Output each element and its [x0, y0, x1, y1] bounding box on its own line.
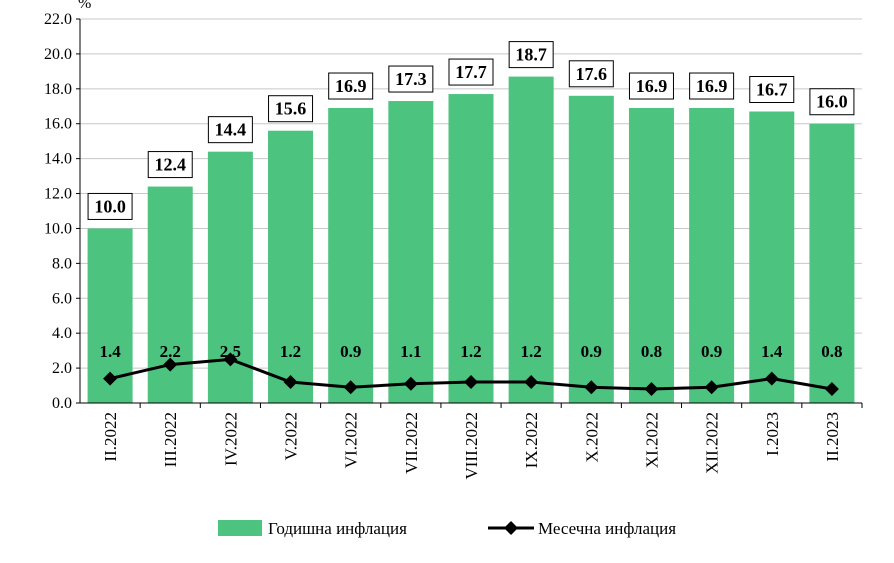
- legend-diamond-marker: [504, 521, 518, 535]
- x-category-label: IV.2022: [221, 412, 240, 466]
- x-category-label: XI.2022: [642, 412, 661, 468]
- monthly-diamond-marker: [163, 357, 178, 372]
- bar-value-label: 17.7: [455, 62, 487, 82]
- y-tick-label: 2.0: [52, 360, 72, 377]
- monthly-value-label: 1.2: [280, 342, 301, 361]
- axes: 0.0 2.0 4.0 6.0 8.0 10.0 12.0 14.0 16.0 18.0 20.0 2…: [44, 11, 863, 480]
- monthly-value-label: 0.9: [701, 342, 722, 361]
- monthly-diamond-marker: [524, 375, 539, 390]
- x-category-label: II.2023: [823, 412, 842, 462]
- bar: [628, 108, 674, 403]
- monthly-line: [103, 352, 839, 397]
- bar-value-label: 17.6: [576, 64, 608, 84]
- bar-value-label: 18.7: [515, 45, 547, 65]
- monthly-value-label: 2.2: [160, 342, 181, 361]
- bar-label-box: [448, 58, 494, 86]
- bar-label-box: [628, 72, 674, 100]
- y-tick-label: 10.0: [44, 220, 72, 237]
- bar: [689, 108, 735, 403]
- bar-label-box: [508, 41, 554, 69]
- y-axis-unit-label: %: [78, 0, 91, 12]
- y-tick-label: 22.0: [44, 11, 72, 28]
- x-category-label: X.2022: [582, 412, 601, 463]
- legend-line-label: Месечна инфлация: [538, 519, 676, 538]
- monthly-diamond-marker: [824, 382, 839, 397]
- monthly-value-label: 1.4: [99, 342, 121, 361]
- bar: [448, 94, 494, 404]
- bar: [508, 76, 554, 403]
- monthly-value-label: 0.9: [581, 342, 602, 361]
- monthly-value-label: 0.8: [821, 342, 842, 361]
- y-tick-label: 6.0: [52, 290, 72, 307]
- bar-label-box: [749, 76, 795, 104]
- x-category-label: VI.2022: [342, 412, 361, 468]
- bar: [328, 108, 374, 403]
- bar: [268, 130, 314, 403]
- bar-label-box: [147, 151, 193, 179]
- monthly-value-label: 1.1: [400, 342, 421, 361]
- x-category-label: IX.2022: [522, 412, 541, 468]
- x-category-label: VIII.2022: [462, 412, 481, 480]
- x-category-label: V.2022: [282, 412, 301, 460]
- x-category-label: VII.2022: [402, 412, 421, 474]
- legend-bar-swatch: [218, 520, 262, 536]
- bar-label-box: [268, 95, 314, 123]
- x-category-label: I.2023: [763, 412, 782, 456]
- x-category-label: III.2022: [161, 412, 180, 467]
- bar-value-label: 10.0: [94, 196, 126, 216]
- monthly-diamond-marker: [464, 375, 478, 390]
- monthly-value-label: 1.2: [460, 342, 481, 361]
- bar-label-box: [809, 88, 855, 116]
- y-tick-label: 20.0: [44, 46, 72, 63]
- monthly-diamond-marker: [343, 380, 358, 395]
- legend-bar-label: Годишна инфлация: [268, 519, 407, 538]
- monthly-diamond-marker: [584, 380, 599, 395]
- y-tick-label: 8.0: [52, 255, 72, 272]
- bar: [809, 123, 855, 404]
- monthly-value-label: 2.5: [220, 342, 241, 361]
- x-category-label: II.2022: [101, 412, 120, 462]
- x-category-label: XII.2022: [703, 412, 722, 474]
- bar: [388, 101, 434, 403]
- monthly-diamond-marker: [764, 371, 779, 386]
- monthly-diamond-marker: [283, 375, 298, 390]
- bar-label-box: [207, 116, 253, 144]
- bar-value-label: 16.9: [636, 76, 668, 96]
- bar-value-label: 15.6: [275, 99, 307, 119]
- bar-value-label: 16.0: [816, 92, 848, 112]
- y-tick-label: 0.0: [52, 395, 72, 412]
- legend: Годишна инфлация Месечна инфлация: [218, 519, 676, 538]
- monthly-value-label: 1.4: [761, 342, 783, 361]
- monthly-value-label: 0.8: [641, 342, 662, 361]
- bar-value-label: 16.7: [756, 80, 788, 100]
- monthly-diamond-marker: [704, 380, 719, 395]
- monthly-diamond-marker: [644, 382, 659, 397]
- y-tick-label: 18.0: [44, 81, 72, 98]
- monthly-diamond-marker: [103, 371, 118, 386]
- monthly-diamond-marker: [403, 376, 418, 391]
- monthly-diamond-marker: [223, 352, 238, 367]
- bar-label-box: [568, 60, 614, 88]
- y-tick-label: 12.0: [44, 186, 72, 203]
- bar-value-label: 16.9: [696, 76, 728, 96]
- data-labels: 10.0 12.4 14.4 15.6 16.9 17.3 17.7 18.7 17.6 16.9…: [87, 41, 855, 361]
- bar: [749, 111, 795, 403]
- monthly-value-label: 1.2: [521, 342, 542, 361]
- y-tick-label: 16.0: [44, 116, 72, 133]
- bar-value-label: 14.4: [215, 120, 247, 140]
- bar: [568, 95, 614, 404]
- bar-label-box: [328, 72, 374, 100]
- y-tick-label: 4.0: [52, 325, 72, 342]
- bar-value-label: 17.3: [395, 69, 427, 89]
- bar-label-box: [87, 192, 133, 220]
- bar-label-box: [388, 65, 434, 93]
- bar-value-label: 16.9: [335, 76, 367, 96]
- monthly-value-label: 0.9: [340, 342, 361, 361]
- bar-label-box: [689, 72, 735, 100]
- bar-value-label: 12.4: [154, 155, 186, 175]
- y-tick-label: 14.0: [44, 151, 72, 168]
